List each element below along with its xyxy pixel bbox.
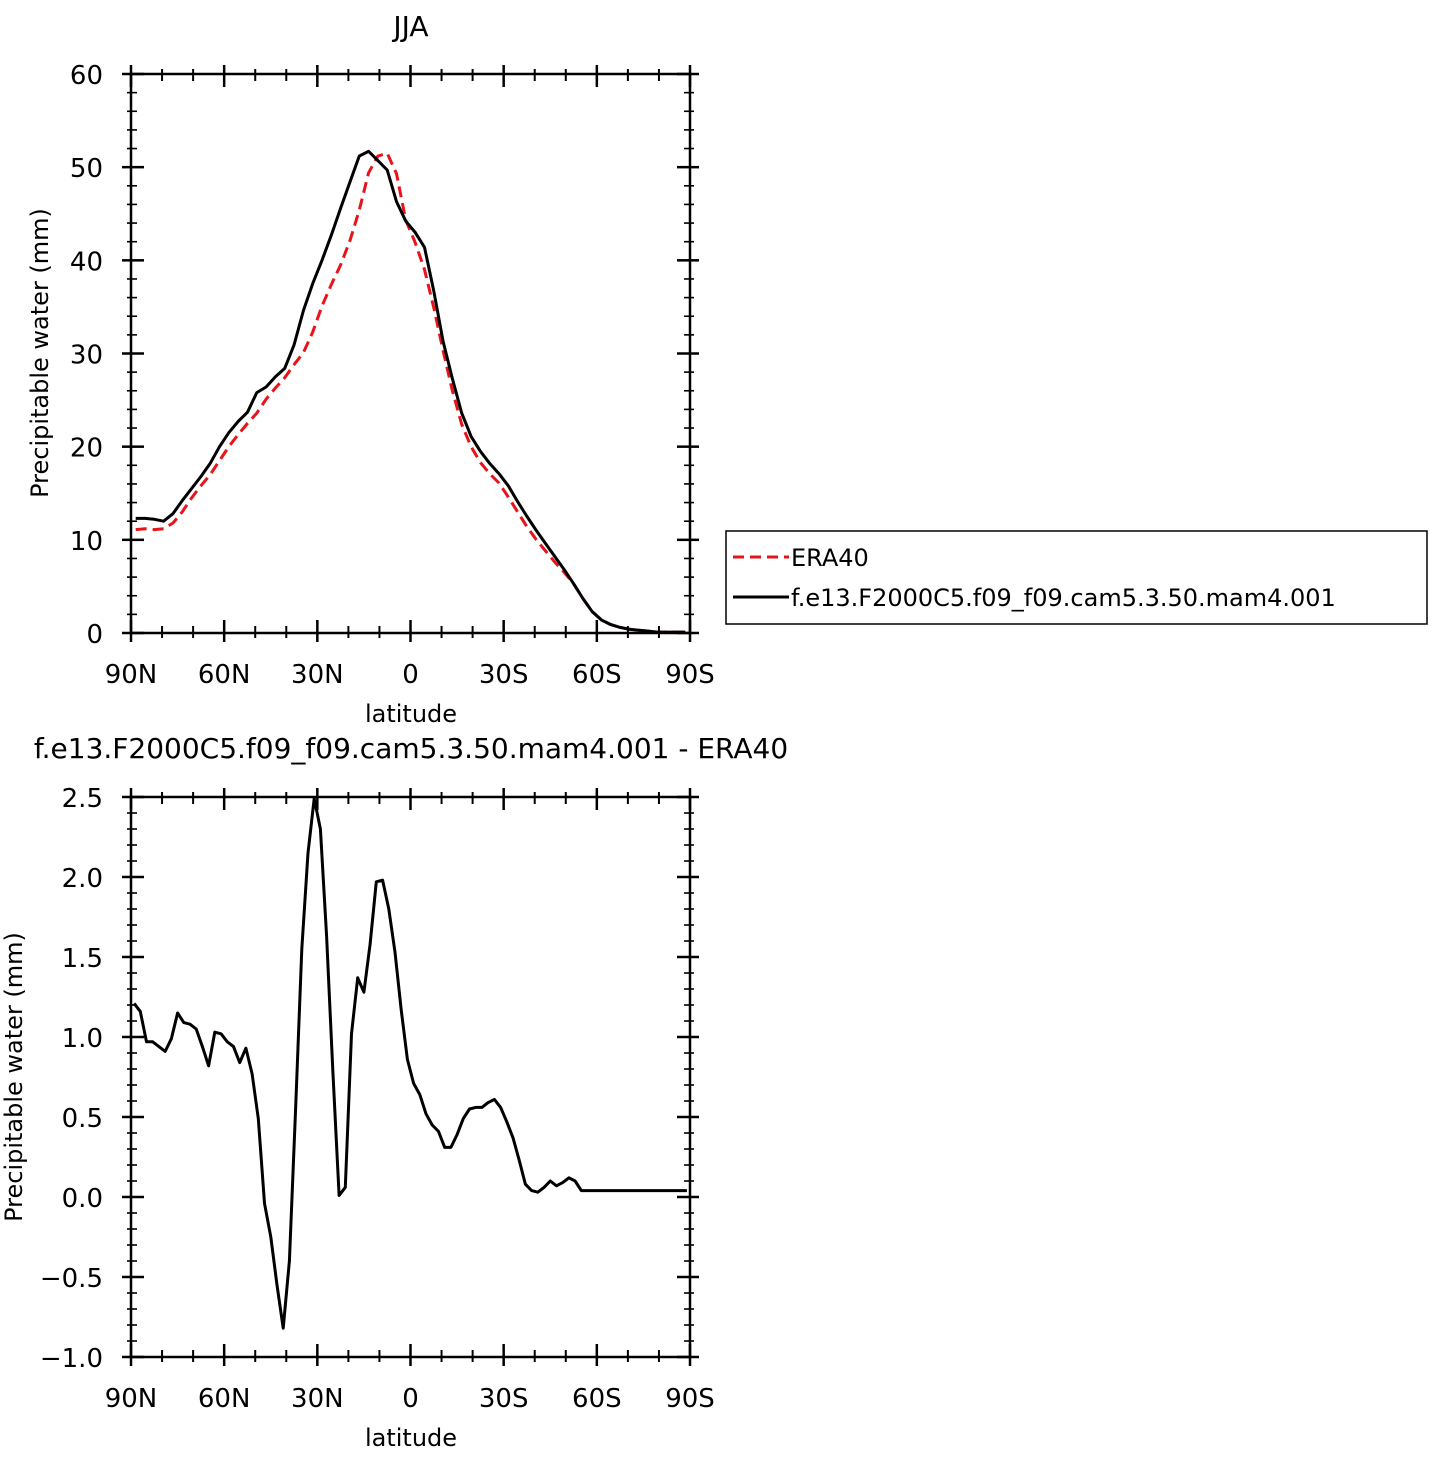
bottom-y-tick-label: 2.0 [62,864,103,894]
top-y-tick-label: 50 [70,154,103,184]
top-y-tick-label: 20 [70,434,103,464]
legend-box [725,530,1428,625]
top-x-tick-label: 60N [198,660,251,690]
bottom-y-tick-label: 1.5 [62,944,103,974]
bottom-y-tick-label: 0.5 [62,1104,103,1134]
legend: ERA40 f.e13.F2000C5.f09_f09.cam5.3.50.ma… [725,530,1428,625]
top-y-tick-label: 10 [70,527,103,557]
bottom-x-axis-label: latitude [365,1424,457,1452]
bottom-x-tick-label: 0 [402,1384,419,1414]
legend-label-era40: ERA40 [791,544,869,572]
top-x-tick-label: 30S [479,660,529,690]
top-x-tick-label: 30N [291,660,344,690]
top-panel-ticks: 90N 60N 30N 0 30S 60S 90S 0 10 20 30 40 50 60 [70,61,715,690]
top-series-line-f-e13-f2000c5-f09-f09-cam5-3-50-mam4-001 [135,149,686,634]
top-x-tick-label: 60S [572,660,622,690]
top-y-tick-label: 30 [70,341,103,371]
bottom-x-tick-label: 90S [665,1384,715,1414]
bottom-panel-title: f.e13.F2000C5.f09_f09.cam5.3.50.mam4.001… [34,732,788,765]
bottom-y-axis-label: Precipitable water (mm) [0,932,28,1222]
top-x-tick-label: 0 [402,660,419,690]
bottom-x-tick-label: 30N [291,1384,344,1414]
top-y-axis-label: Precipitable water (mm) [26,208,54,498]
bottom-panel: f.e13.F2000C5.f09_f09.cam5.3.50.mam4.001… [0,732,788,1452]
bottom-y-tick-label: 2.5 [62,784,103,814]
top-y-tick-label: 60 [70,61,103,91]
bottom-y-tick-label: −0.5 [40,1264,103,1294]
top-panel-title: JJA [391,10,428,43]
bottom-x-tick-label: 30S [479,1384,529,1414]
bottom-x-tick-label: 60S [572,1384,622,1414]
top-panel-series-layer [135,149,686,634]
top-y-tick-label: 0 [86,620,103,650]
top-panel: JJA 90N 60N 30N 0 30S 60S 90S 0 10 20 30 40 50 60 lat… [26,10,715,728]
bottom-x-tick-label: 90N [105,1384,158,1414]
bottom-y-tick-label: 1.0 [62,1024,103,1054]
bottom-y-tick-label: −1.0 [40,1344,103,1374]
top-y-tick-label: 40 [70,247,103,277]
top-x-tick-label: 90N [105,660,158,690]
legend-label-model: f.e13.F2000C5.f09_f09.cam5.3.50.mam4.001 [791,584,1336,612]
bottom-panel-series-layer [132,797,687,1330]
top-x-axis-label: latitude [365,700,457,728]
bottom-series-line-0 [132,797,687,1330]
bottom-x-tick-label: 60N [198,1384,251,1414]
bottom-panel-ticks: 90N 60N 30N 0 30S 60S 90S −1.0 −0.5 0.0 0.5 1.0 1.5 2… [40,784,715,1414]
bottom-y-tick-label: 0.0 [62,1184,103,1214]
top-plot-frame [129,72,692,635]
top-x-tick-label: 90S [665,660,715,690]
